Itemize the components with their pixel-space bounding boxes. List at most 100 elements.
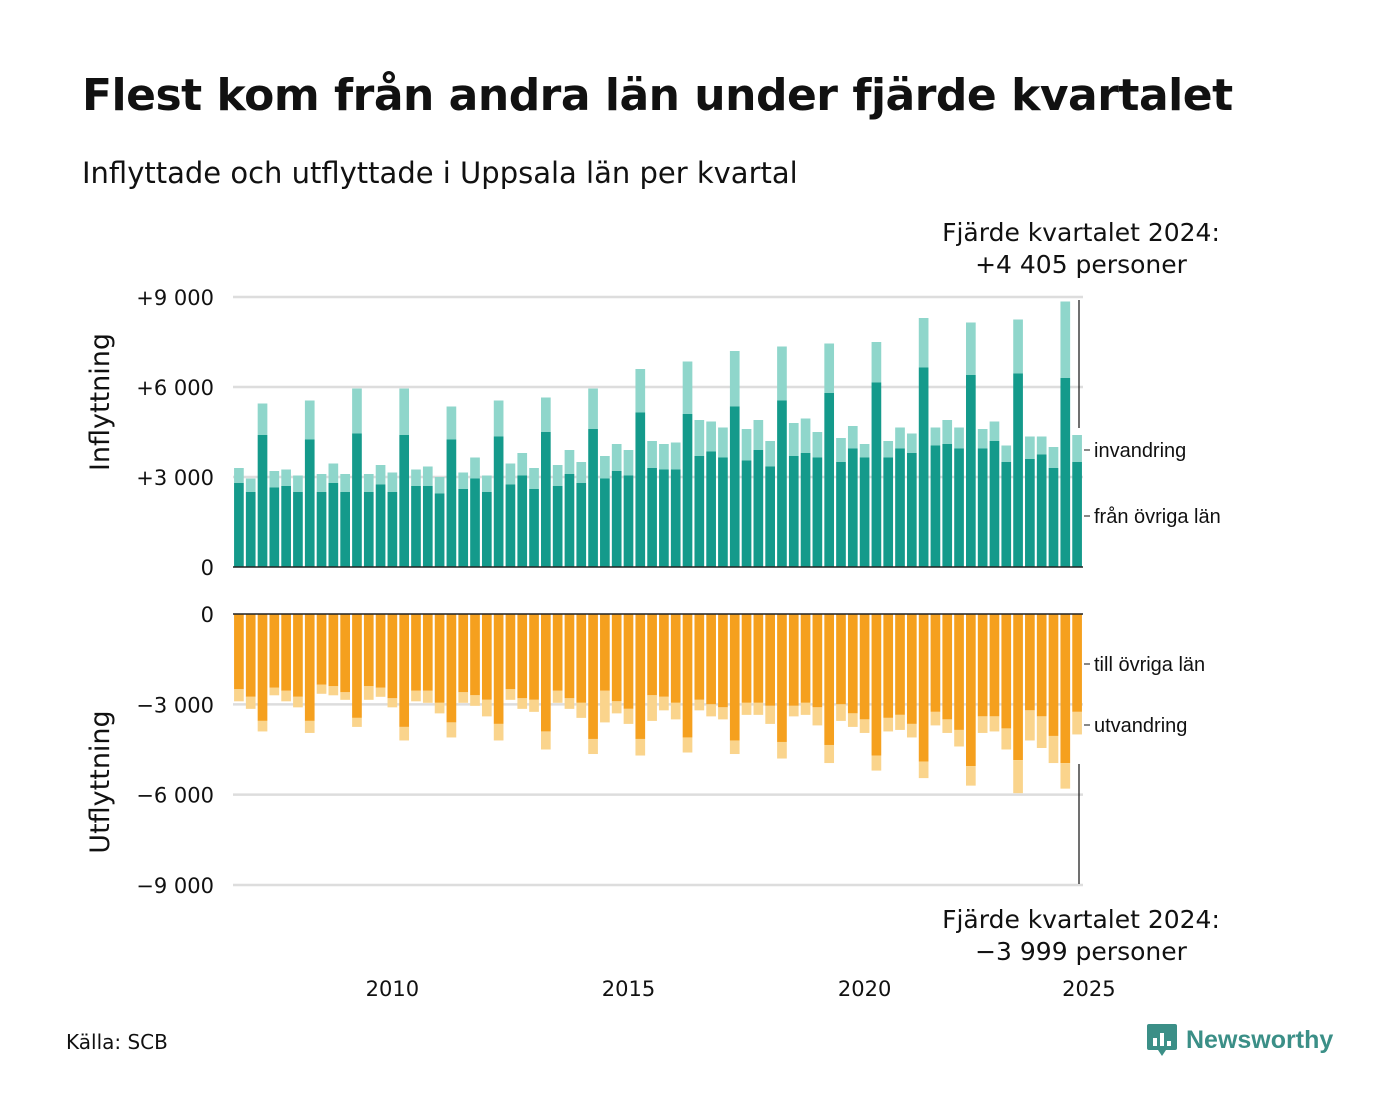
- bar-to-other-counties: [458, 614, 469, 693]
- bar-emigration: [788, 705, 799, 717]
- y-tick-label-bottom: −6 000: [136, 784, 214, 808]
- bar-to-other-counties: [871, 614, 882, 756]
- bar-immigration: [1013, 319, 1023, 374]
- bar-emigration: [257, 720, 268, 732]
- bar-emigration: [245, 696, 256, 709]
- bar-immigration: [446, 406, 457, 440]
- bar-to-other-counties: [800, 614, 811, 703]
- bar-immigration: [293, 475, 303, 492]
- bar-emigration: [847, 713, 858, 727]
- bar-to-other-counties: [954, 614, 964, 730]
- bar-from-other-counties: [788, 456, 799, 567]
- bar-from-other-counties: [906, 453, 917, 567]
- bar-immigration: [281, 469, 291, 486]
- bar-to-other-counties: [883, 614, 894, 718]
- bar-from-other-counties: [635, 412, 646, 567]
- bar-emigration: [470, 695, 480, 706]
- y-tick-label-bottom: 0: [201, 603, 214, 627]
- bar-to-other-counties: [328, 614, 339, 687]
- bars-layer: [234, 301, 1082, 794]
- bar-to-other-counties: [942, 614, 953, 720]
- bar-to-other-counties: [765, 614, 775, 706]
- bar-from-other-counties: [706, 451, 716, 567]
- bar-from-other-counties: [411, 486, 421, 567]
- bar-from-other-counties: [859, 457, 870, 567]
- y-axis-label-inflow: Inflyttning: [85, 333, 116, 471]
- bar-from-other-counties: [718, 457, 728, 567]
- bar-immigration: [859, 444, 870, 458]
- bar-from-other-counties: [824, 393, 835, 567]
- bar-immigration: [399, 388, 410, 435]
- bar-immigration: [647, 441, 657, 468]
- bar-immigration: [375, 465, 386, 485]
- bar-emigration: [422, 690, 433, 703]
- bar-immigration: [1048, 447, 1059, 468]
- bar-emigration: [623, 708, 634, 724]
- bar-emigration: [694, 699, 705, 711]
- bar-immigration: [505, 463, 516, 485]
- bar-from-other-counties: [600, 478, 610, 567]
- bar-emigration: [906, 723, 917, 738]
- bar-emigration: [635, 738, 646, 756]
- bar-to-other-counties: [647, 614, 657, 696]
- bar-emigration: [363, 686, 374, 700]
- bar-to-other-counties: [836, 614, 846, 705]
- bar-emigration: [836, 704, 846, 721]
- bar-from-other-counties: [1025, 459, 1035, 567]
- bar-immigration: [788, 423, 799, 456]
- bar-from-other-counties: [552, 486, 563, 567]
- bar-from-other-counties: [847, 448, 858, 567]
- y-tick-label-bottom: −3 000: [136, 693, 214, 717]
- bar-from-other-counties: [1060, 378, 1071, 567]
- bar-immigration: [871, 342, 882, 383]
- bar-immigration: [623, 450, 634, 476]
- bar-to-other-counties: [718, 614, 728, 708]
- bar-from-other-counties: [245, 492, 256, 567]
- y-tick-label-top: 0: [201, 556, 214, 580]
- bar-from-other-counties: [812, 457, 823, 567]
- migration-chart: 0 +3 000 +6 000 +9 000 0 −3 000 −6 000 −9 000 20…: [85, 218, 1221, 1001]
- bar-emigration: [706, 704, 716, 717]
- bar-to-other-counties: [777, 614, 787, 742]
- bar-to-other-counties: [281, 614, 291, 691]
- bar-immigration: [729, 351, 740, 407]
- bar-to-other-counties: [659, 614, 669, 697]
- bar-from-other-counties: [576, 483, 587, 567]
- annotation-top-line1: Fjärde kvartalet 2024:: [942, 218, 1220, 247]
- bar-emigration: [647, 695, 657, 721]
- bar-immigration: [659, 444, 669, 470]
- bar-immigration: [718, 427, 728, 458]
- bar-to-other-counties: [1025, 614, 1035, 711]
- bar-from-other-counties: [753, 450, 764, 567]
- bar-to-other-counties: [340, 614, 350, 693]
- bar-from-other-counties: [1048, 468, 1059, 567]
- bar-immigration: [316, 474, 327, 492]
- y-tick-label-bottom: −9 000: [136, 874, 214, 898]
- bar-to-other-counties: [470, 614, 480, 696]
- bar-immigration: [930, 427, 941, 446]
- bar-from-other-counties: [741, 460, 752, 567]
- bar-emigration: [989, 716, 1000, 732]
- bar-from-other-counties: [1072, 462, 1082, 567]
- bar-to-other-counties: [269, 614, 280, 688]
- bar-immigration: [906, 433, 917, 453]
- bar-immigration: [1060, 301, 1071, 378]
- bar-immigration: [541, 397, 551, 432]
- x-tick-label: 2015: [602, 977, 655, 1001]
- bar-to-other-counties: [1013, 614, 1023, 761]
- bar-immigration: [741, 429, 752, 461]
- bar-from-other-counties: [966, 375, 976, 567]
- bar-from-other-counties: [387, 492, 398, 567]
- bar-emigration: [859, 719, 870, 733]
- bar-from-other-counties: [694, 456, 705, 567]
- annotation-bottom-line1: Fjärde kvartalet 2024:: [942, 905, 1220, 934]
- bar-to-other-counties: [600, 614, 610, 691]
- bar-to-other-counties: [293, 614, 303, 697]
- bar-emigration: [1072, 711, 1082, 735]
- bar-from-other-counties: [623, 475, 634, 567]
- bar-from-other-counties: [470, 478, 480, 567]
- bar-emigration: [446, 722, 457, 738]
- bar-emigration: [800, 702, 811, 715]
- bar-from-other-counties: [316, 492, 327, 567]
- bar-emigration: [281, 690, 291, 702]
